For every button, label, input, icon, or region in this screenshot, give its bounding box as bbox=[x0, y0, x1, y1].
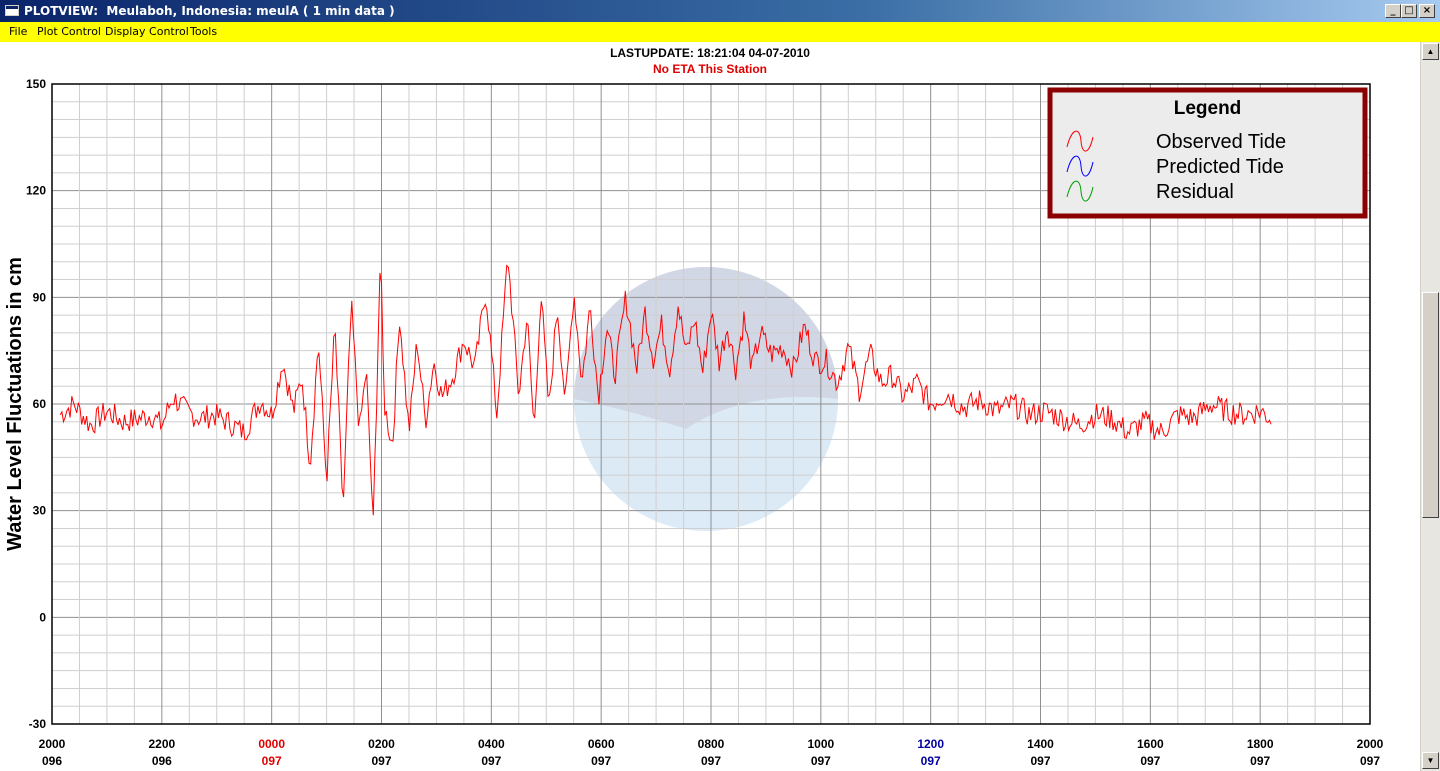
app-window-icon[interactable] bbox=[5, 5, 19, 16]
x-tick-day-label: 097 bbox=[701, 754, 721, 768]
legend-entry-label: Residual bbox=[1156, 181, 1234, 203]
x-tick-day-label: 097 bbox=[921, 754, 941, 768]
y-tick-label: 90 bbox=[33, 290, 47, 304]
x-tick-time-label: 0800 bbox=[698, 737, 725, 751]
tide-plot: -30 0 30 60 90 120 150 2000 096 2200 096 0000 097 020… bbox=[4, 77, 1384, 768]
x-tick-time-label: 0000 bbox=[258, 737, 285, 751]
y-tick-label: 0 bbox=[39, 610, 46, 624]
menu-plot-control[interactable]: Plot Control bbox=[37, 25, 101, 38]
x-tick-time-label: 0400 bbox=[478, 737, 505, 751]
x-tick-day-label: 097 bbox=[1250, 754, 1270, 768]
legend-entry-label: Observed Tide bbox=[1156, 131, 1286, 153]
x-tick-time-label: 2000 bbox=[39, 737, 66, 751]
x-tick-day-label: 097 bbox=[1360, 754, 1380, 768]
x-tick-day-label: 097 bbox=[811, 754, 831, 768]
x-tick-time-label: 1200 bbox=[917, 737, 944, 751]
x-tick-day-label: 097 bbox=[1030, 754, 1050, 768]
legend-entry-label: Predicted Tide bbox=[1156, 156, 1284, 178]
y-tick-label: 60 bbox=[33, 397, 47, 411]
y-axis-label: Water Level Fluctuations in cm bbox=[4, 257, 26, 551]
x-tick-day-label: 097 bbox=[371, 754, 391, 768]
x-tick-time-label: 1000 bbox=[807, 737, 834, 751]
scroll-down-arrow-icon[interactable]: ▼ bbox=[1422, 752, 1439, 769]
maximize-button[interactable]: □ bbox=[1401, 4, 1417, 18]
observed-tide-line bbox=[59, 264, 1272, 516]
x-tick-time-label: 0200 bbox=[368, 737, 395, 751]
x-tick-day-label: 097 bbox=[262, 754, 282, 768]
x-tick-time-label: 1800 bbox=[1247, 737, 1274, 751]
scroll-up-arrow-icon[interactable]: ▲ bbox=[1422, 43, 1439, 60]
legend-title: Legend bbox=[1174, 98, 1242, 119]
legend-wave-icon bbox=[1066, 130, 1094, 152]
y-tick-label: 150 bbox=[26, 77, 46, 91]
x-tick-day-label: 096 bbox=[42, 754, 62, 768]
x-tick-day-label: 096 bbox=[152, 754, 172, 768]
scroll-thumb[interactable] bbox=[1422, 292, 1439, 518]
x-tick-time-label: 1600 bbox=[1137, 737, 1164, 751]
menu-bar: File Plot Control Display Control Tools bbox=[0, 22, 1440, 42]
window-titlebar: PLOTVIEW: Meulaboh, Indonesia: meulA ( 1… bbox=[0, 0, 1440, 22]
y-tick-label: 30 bbox=[33, 504, 47, 518]
vertical-scrollbar[interactable]: ▲ ▼ bbox=[1420, 42, 1440, 771]
legend-wave-icon bbox=[1066, 180, 1094, 202]
x-tick-time-label: 2000 bbox=[1357, 737, 1384, 751]
last-update-label: LASTUPDATE: 18:21:04 04-07-2010 bbox=[610, 46, 810, 60]
eta-status-label: No ETA This Station bbox=[653, 62, 767, 76]
minimize-button[interactable]: _ bbox=[1385, 4, 1401, 18]
x-tick-time-label: 1400 bbox=[1027, 737, 1054, 751]
y-tick-label: -30 bbox=[29, 717, 47, 731]
x-tick-day-label: 097 bbox=[591, 754, 611, 768]
legend-box bbox=[1047, 87, 1368, 219]
agency-logo-watermark bbox=[574, 267, 838, 531]
legend-wave-icon bbox=[1066, 155, 1094, 177]
x-tick-day-label: 097 bbox=[481, 754, 501, 768]
x-tick-day-label: 097 bbox=[1140, 754, 1160, 768]
plot-frame bbox=[51, 83, 1371, 725]
x-tick-time-label: 2200 bbox=[148, 737, 175, 751]
x-tick-time-label: 0600 bbox=[588, 737, 615, 751]
menu-tools[interactable]: Tools bbox=[190, 25, 218, 38]
y-tick-label: 120 bbox=[26, 184, 46, 198]
close-button[interactable]: × bbox=[1419, 4, 1435, 18]
menu-display-control[interactable]: Display Control bbox=[105, 25, 189, 38]
menu-file[interactable]: File bbox=[9, 25, 28, 38]
window-title: PLOTVIEW: Meulaboh, Indonesia: meulA ( 1… bbox=[24, 4, 395, 18]
